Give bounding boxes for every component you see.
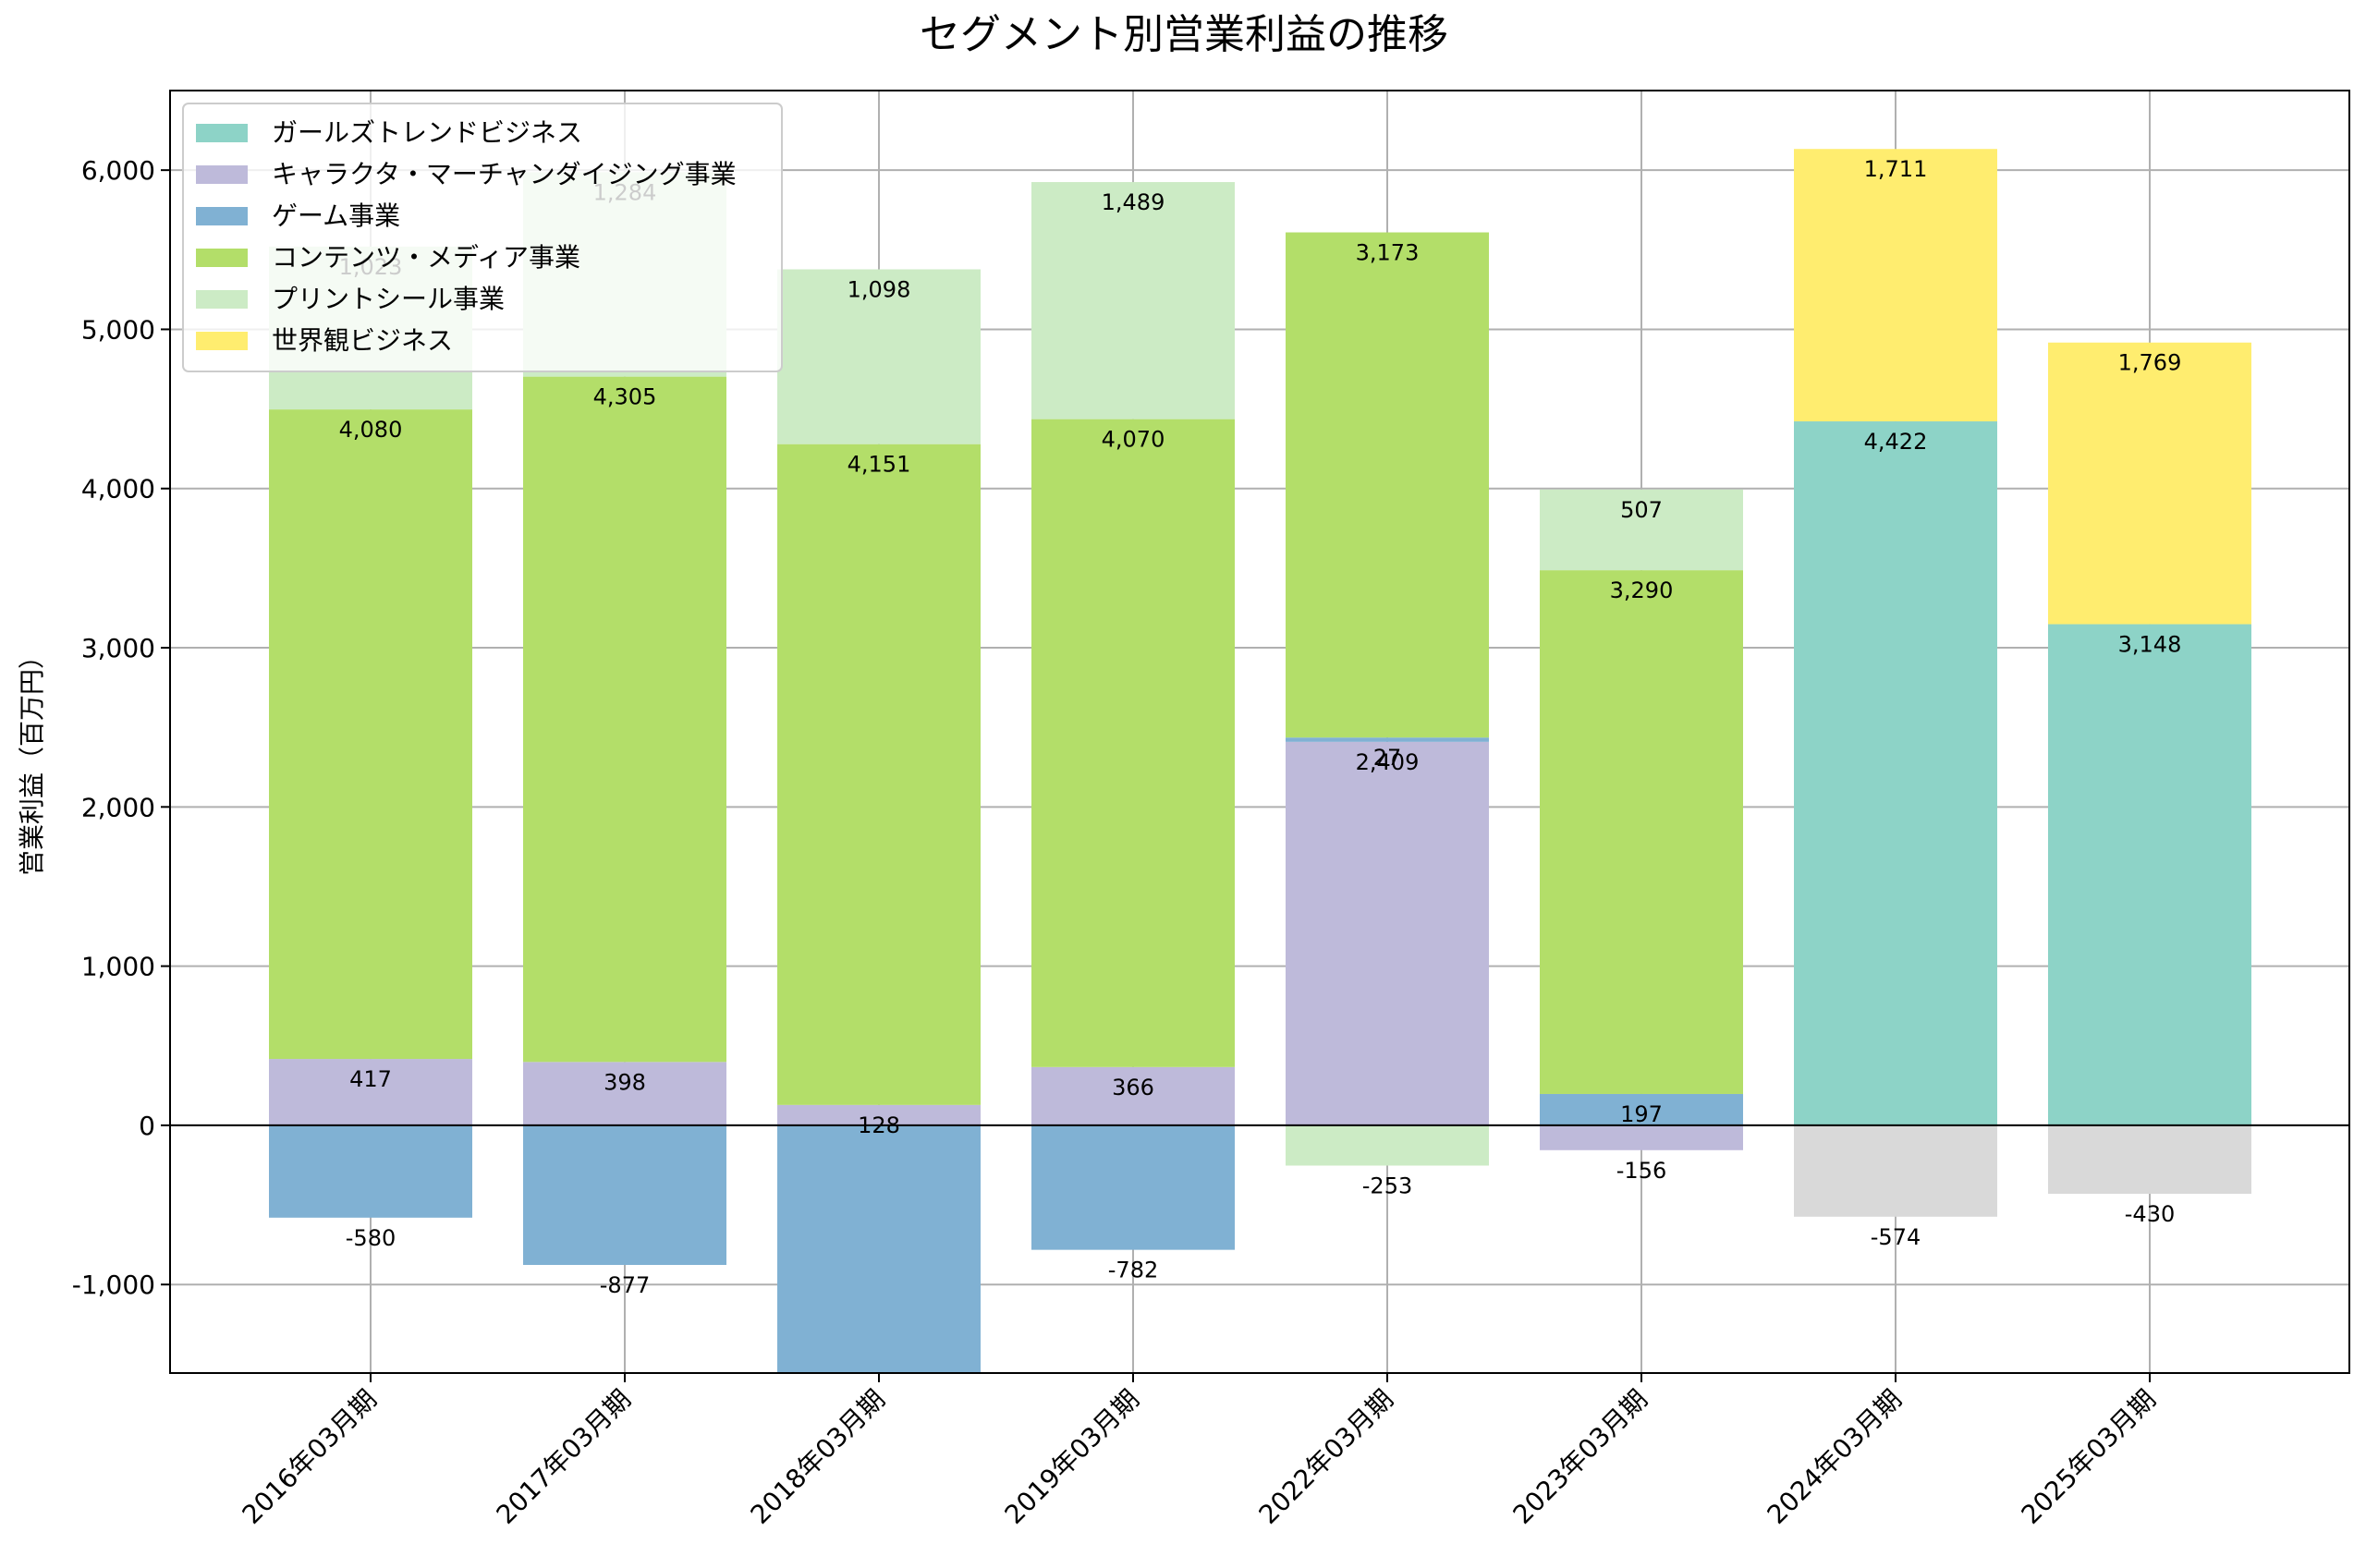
bar-segment: [777, 444, 981, 1105]
x-tick-label: 2025年03月期: [2016, 1384, 2162, 1530]
bar-segment: [1540, 1124, 1743, 1150]
data-label: 1,098: [848, 276, 911, 302]
legend-item[interactable]: コンテンツ・メディア事業: [196, 242, 580, 273]
data-label: 2,409: [1356, 749, 1420, 775]
legend-swatch: [196, 165, 248, 184]
data-label: -877: [600, 1272, 650, 1298]
legend-label: ゲーム事業: [272, 201, 400, 231]
y-tick-label: -1,000: [72, 1270, 155, 1300]
legend-swatch: [196, 332, 248, 350]
plot-frame: [169, 90, 2350, 1374]
bar-segment: [1794, 149, 1997, 422]
bar-segment: [523, 1124, 726, 1266]
data-label: 3,148: [2118, 632, 2182, 658]
bar-segment: [1286, 737, 1489, 742]
data-label: 1,711: [1864, 156, 1928, 182]
legend-label: プリントシール事業: [272, 284, 505, 314]
legend[interactable]: ガールズトレンドビジネスキャラクタ・マーチャンダイジング事業ゲーム事業コンテンツ…: [182, 103, 783, 372]
x-tick-label: 2016年03月期: [237, 1384, 383, 1530]
legend-item[interactable]: ガールズトレンドビジネス: [196, 117, 582, 148]
legend-item[interactable]: ゲーム事業: [196, 201, 400, 231]
data-label: 4,080: [339, 417, 403, 443]
y-tick-label: 6,000: [81, 155, 155, 186]
bar-segment: [1031, 182, 1235, 419]
legend-item[interactable]: 世界観ビジネス: [196, 325, 453, 356]
data-label: 4,070: [1102, 427, 1165, 453]
x-tick-label: 2019年03月期: [999, 1384, 1145, 1530]
data-label: 1,769: [2118, 350, 2182, 376]
legend-label: キャラクタ・マーチャンダイジング事業: [272, 159, 737, 189]
bar-segment: [777, 1104, 981, 1125]
data-label: -156: [1616, 1158, 1666, 1184]
bar-segment: [523, 1062, 726, 1125]
bar-segment: [269, 1124, 472, 1218]
bar-segment: [523, 376, 726, 1063]
x-tick-label: 2023年03月期: [1507, 1384, 1653, 1530]
y-tick-label: 1,000: [81, 952, 155, 982]
bar-segment: [1540, 489, 1743, 571]
data-label: 4,151: [848, 452, 911, 478]
bar-segment: [1794, 1124, 1997, 1217]
y-tick-label: 4,000: [81, 474, 155, 504]
y-axis-label: 営業利益（百万円）: [17, 643, 47, 876]
bar-segment: [2048, 624, 2251, 1125]
bar-segment: [777, 269, 981, 444]
x-tick-label: 2022年03月期: [1253, 1384, 1399, 1530]
data-label: 398: [604, 1069, 646, 1095]
x-axis: 2016年03月期 2017年03月期 2018年03月期 2019年03月期 2022…: [237, 1373, 2162, 1530]
data-labels: 417-5804,0801,023398-8774,3051,284128-1,…: [339, 156, 2182, 1298]
data-label: 3,290: [1610, 577, 1674, 603]
bar-segment: [1286, 232, 1489, 738]
bar-segment: [1031, 1066, 1235, 1125]
legend-swatch: [196, 124, 248, 142]
legend-item[interactable]: プリントシール事業: [196, 284, 505, 314]
legend-item[interactable]: キャラクタ・マーチャンダイジング事業: [196, 159, 737, 189]
y-axis: -1,000 0 1,000 2,000 3,000 4,000 5,000 6,000: [72, 155, 170, 1300]
data-label: 4,305: [593, 384, 657, 410]
data-label: 1,489: [1102, 189, 1165, 215]
bar-segment: [777, 1124, 981, 1373]
legend-label: 世界観ビジネス: [272, 325, 453, 356]
x-tick-label: 2024年03月期: [1762, 1384, 1908, 1530]
bar-segment: [2048, 342, 2251, 625]
data-label: 3,173: [1356, 240, 1420, 266]
bar-segment: [269, 1059, 472, 1125]
y-tick-label: 0: [139, 1111, 155, 1141]
data-label: -430: [2125, 1201, 2175, 1227]
data-label: -580: [346, 1225, 396, 1251]
legend-label: コンテンツ・メディア事業: [272, 242, 580, 273]
bar-segment: [2048, 1124, 2251, 1194]
bar-segment: [1794, 421, 1997, 1125]
data-label: 507: [1620, 497, 1663, 523]
legend-swatch: [196, 249, 248, 267]
data-label: 417: [349, 1066, 392, 1092]
bar-segment: [1031, 419, 1235, 1067]
legend-swatch: [196, 290, 248, 309]
data-label: 4,422: [1864, 429, 1928, 455]
bar-segment: [1286, 741, 1489, 1125]
data-label: -574: [1871, 1224, 1921, 1250]
data-label: -782: [1108, 1258, 1158, 1283]
chart-title: セグメント別営業利益の推移: [920, 11, 1448, 58]
data-label: 197: [1620, 1101, 1663, 1127]
x-tick-label: 2017年03月期: [491, 1384, 637, 1530]
y-tick-label: 5,000: [81, 314, 155, 345]
y-tick-label: 3,000: [81, 633, 155, 663]
legend-swatch: [196, 207, 248, 225]
bar-segment: [1286, 1124, 1489, 1166]
bar-segment: [1540, 570, 1743, 1094]
legend-box: [182, 103, 783, 372]
bar-segment: [269, 409, 472, 1060]
bar-segment: [1031, 1124, 1235, 1250]
bar-segment: [1540, 1093, 1743, 1125]
data-label: 27: [1373, 745, 1402, 771]
legend-label: ガールズトレンドビジネス: [272, 117, 582, 148]
data-label: -253: [1362, 1173, 1412, 1199]
x-tick-label: 2018年03月期: [745, 1384, 891, 1530]
data-label: 366: [1112, 1075, 1154, 1100]
y-tick-label: 2,000: [81, 792, 155, 822]
data-label: 128: [858, 1112, 900, 1138]
